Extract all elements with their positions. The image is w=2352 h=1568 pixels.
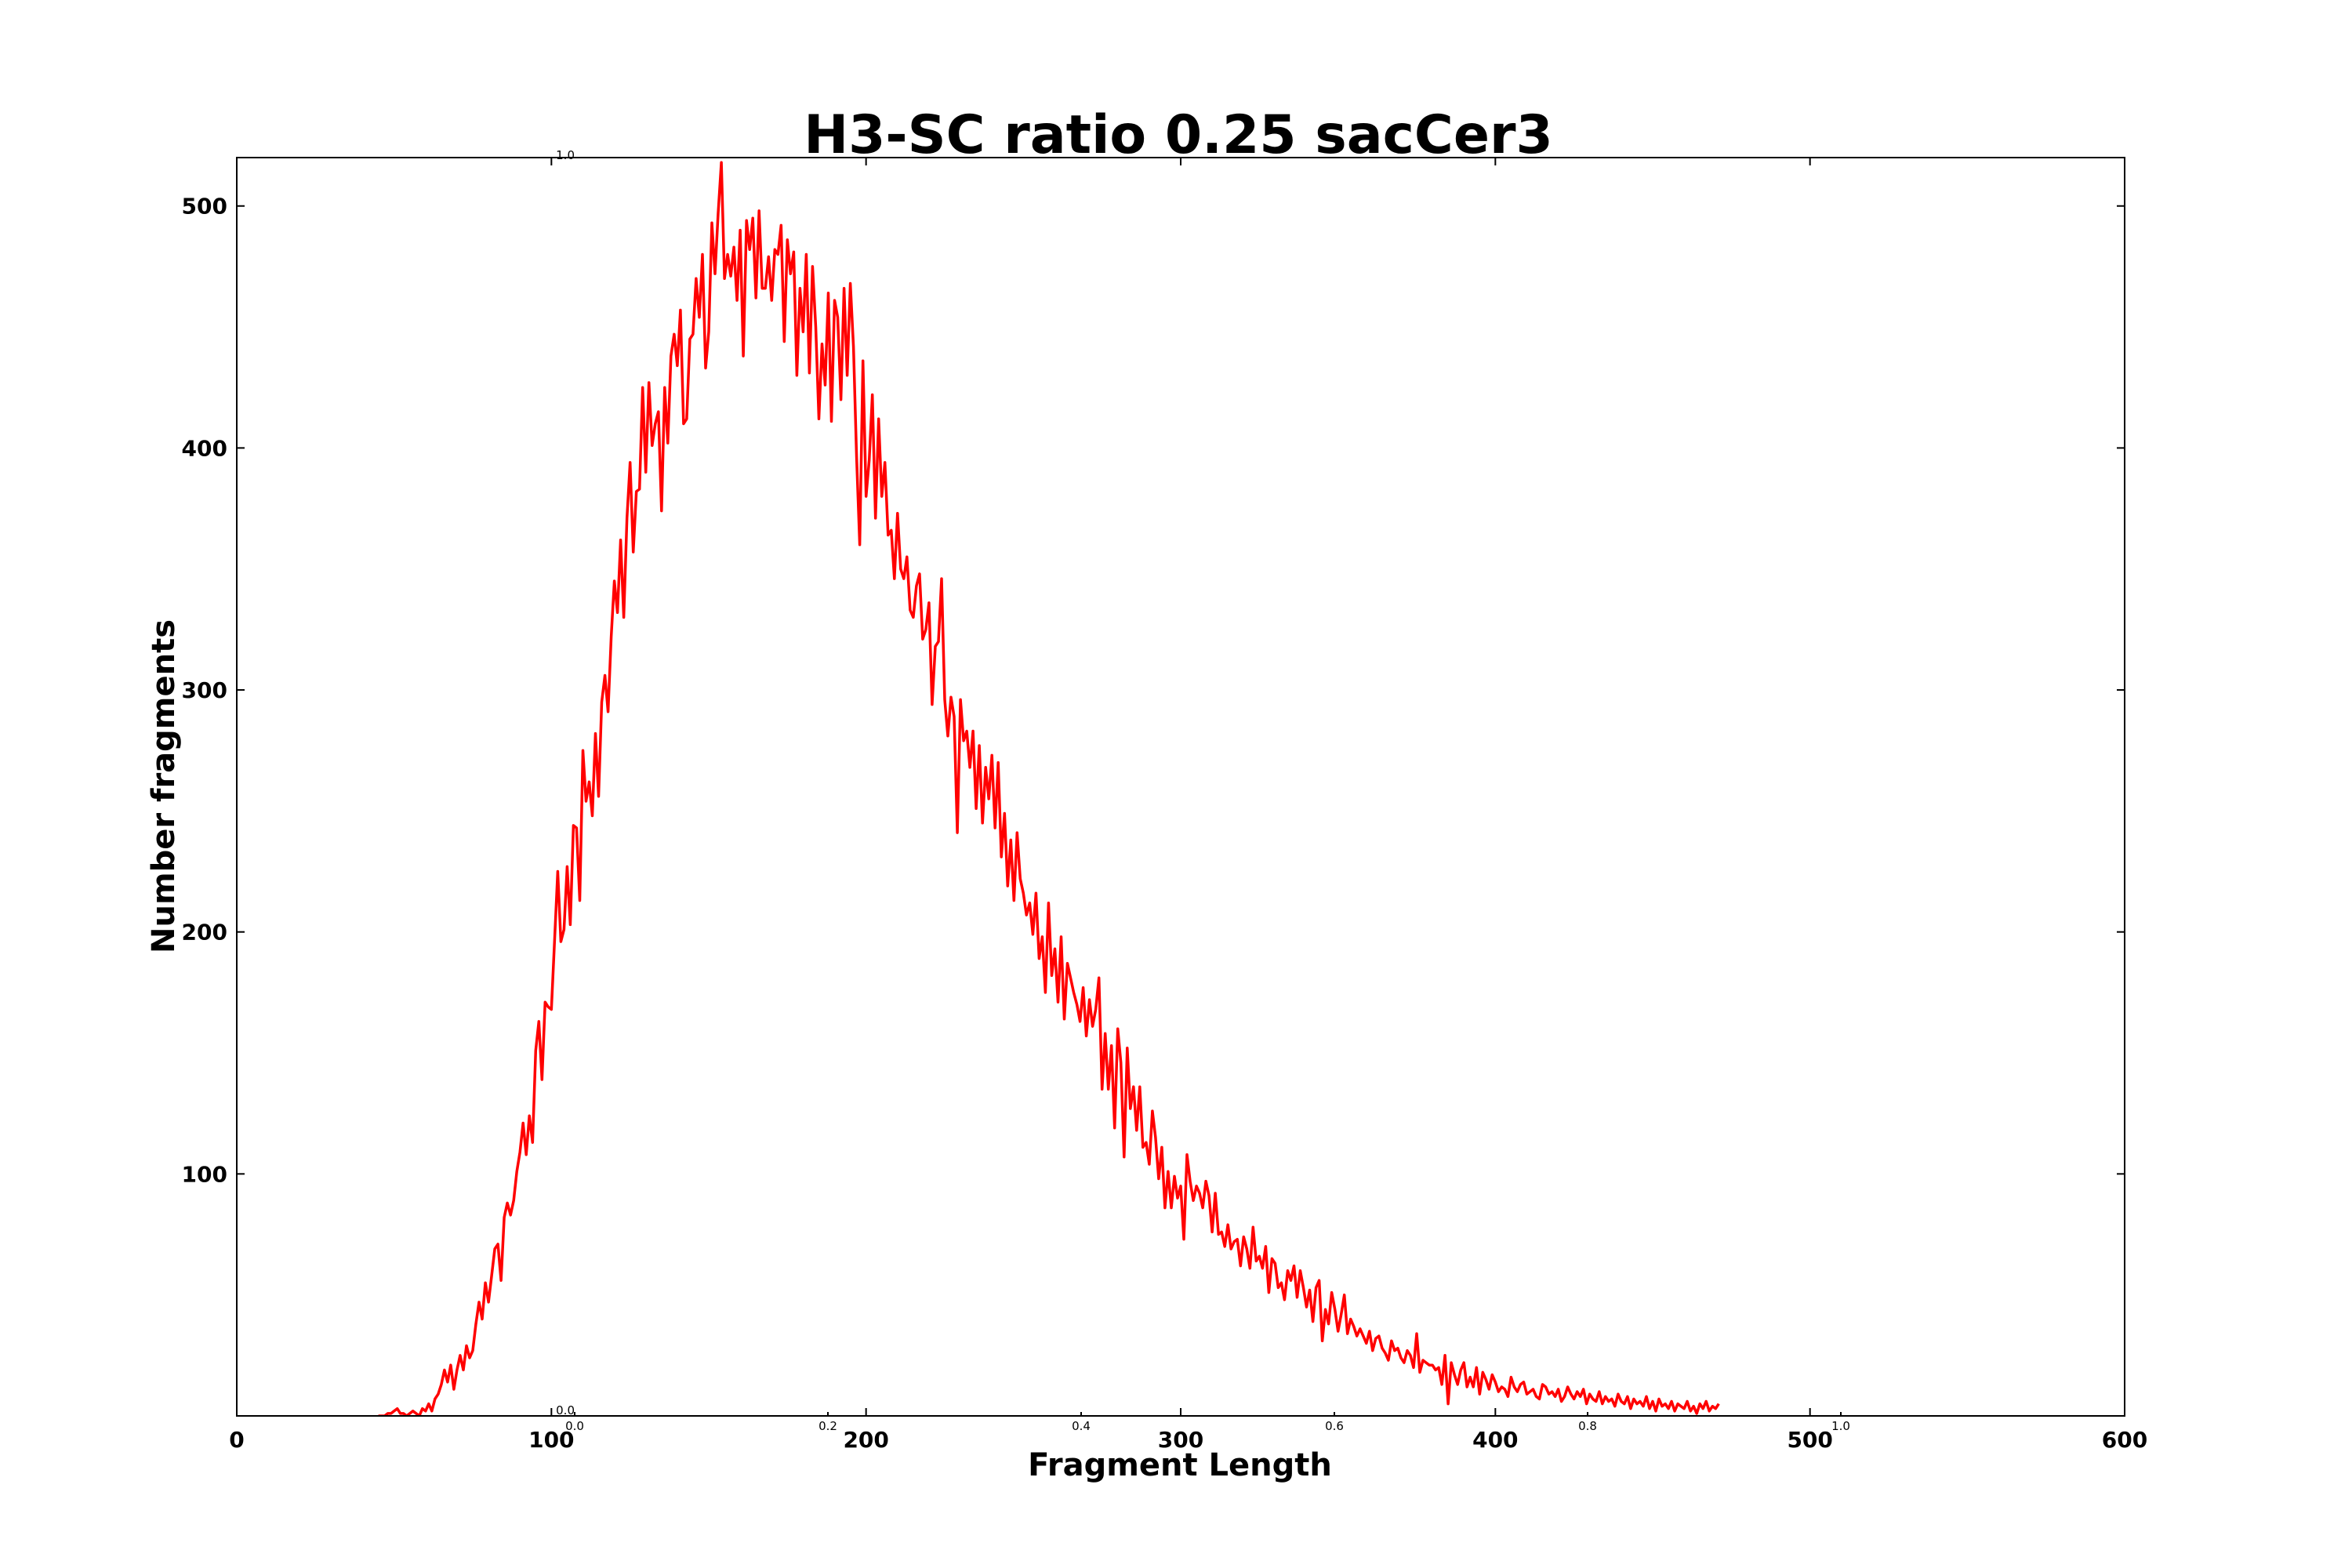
- ghost-x-tick-label: 0.0: [565, 1419, 584, 1433]
- plot-frame: [236, 157, 2125, 1417]
- ghost-y-tick-label: 0.0: [556, 1403, 575, 1417]
- axis-ticks: 0 100 200 300 400 500 600 100 200 300 400 500: [182, 158, 2147, 1453]
- y-tick-label: 500: [182, 194, 227, 220]
- x-tick-label: 200: [843, 1427, 888, 1453]
- y-tick-label: 400: [182, 435, 227, 461]
- x-tick-label: 0: [229, 1427, 244, 1453]
- x-tick-label: 400: [1472, 1427, 1518, 1453]
- x-axis-label: Fragment Length: [1028, 1447, 1332, 1483]
- x-tick-label: 300: [1158, 1427, 1203, 1453]
- ghost-y-tick-label: 1.0: [556, 148, 575, 162]
- ghost-axis-ticks: 0.0 0.2 0.4 0.6 0.8 1.0 0.0 1.0: [556, 148, 1850, 1433]
- y-tick-label: 200: [182, 920, 227, 946]
- y-axis-label: Number fragments: [146, 619, 182, 953]
- x-tick-label: 100: [528, 1427, 574, 1453]
- y-tick-label: 300: [182, 677, 227, 703]
- ghost-x-tick-label: 1.0: [1831, 1419, 1850, 1433]
- series-layer: [378, 161, 1720, 1416]
- ghost-x-tick-label: 0.8: [1578, 1419, 1597, 1433]
- ghost-x-tick-label: 0.4: [1072, 1419, 1091, 1433]
- ghost-x-tick-label: 0.2: [818, 1419, 837, 1433]
- x-tick-label: 600: [2102, 1427, 2147, 1453]
- y-tick-label: 100: [182, 1161, 227, 1187]
- ghost-x-tick-label: 0.6: [1325, 1419, 1344, 1433]
- x-tick-label: 500: [1787, 1427, 1832, 1453]
- chart-title: H3-SC ratio 0.25 sacCer3: [804, 104, 1553, 166]
- fragment-count-line: [378, 161, 1720, 1416]
